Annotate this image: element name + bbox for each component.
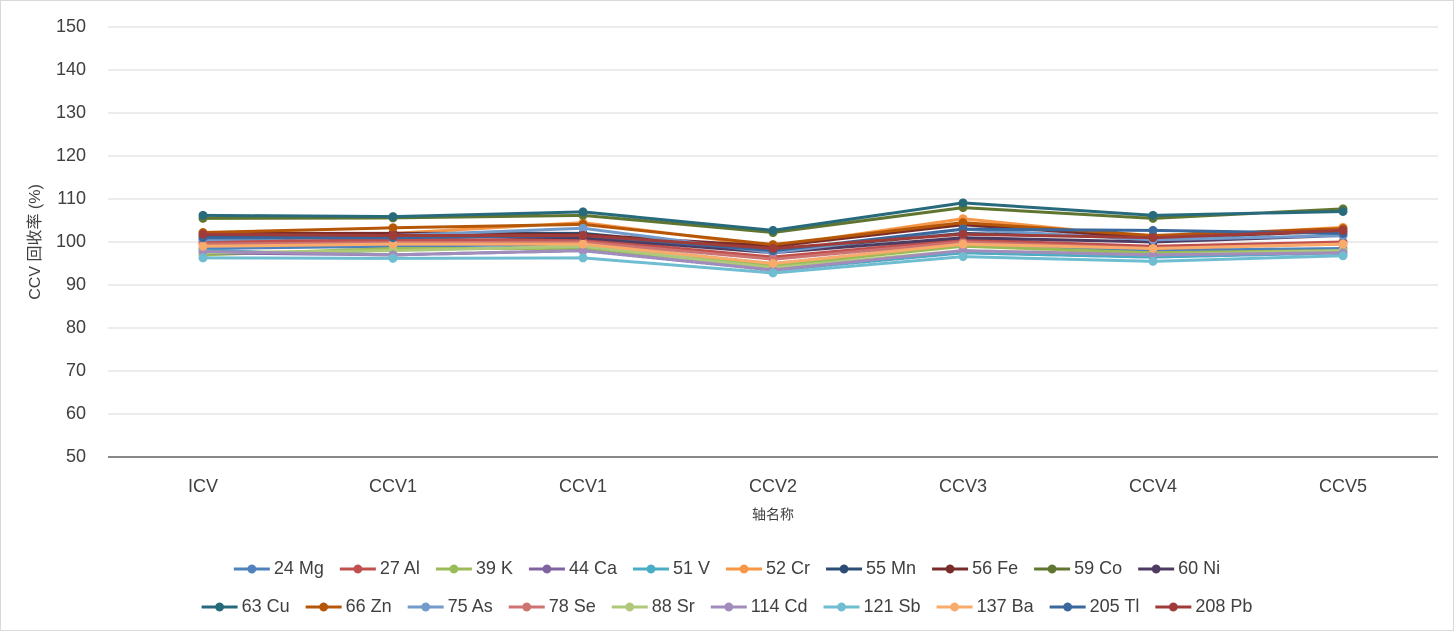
legend-marker <box>421 602 431 612</box>
legend-marker <box>646 564 656 574</box>
y-tick-label: 50 <box>66 446 86 466</box>
data-point <box>578 231 588 241</box>
data-point <box>958 229 968 239</box>
legend-marker <box>319 602 329 612</box>
data-point <box>578 246 588 256</box>
y-tick-label: 60 <box>66 403 86 423</box>
data-point <box>1148 250 1158 260</box>
legend-marker <box>945 564 955 574</box>
legend-label: 44 Ca <box>569 558 618 578</box>
legend-marker <box>1168 602 1178 612</box>
y-tick-label: 100 <box>56 231 86 251</box>
data-point <box>1338 239 1348 249</box>
legend-marker <box>522 602 532 612</box>
legend-label: 56 Fe <box>972 558 1018 578</box>
legend-marker <box>1063 602 1073 612</box>
legend-label: 66 Zn <box>346 596 392 616</box>
legend-marker <box>449 564 459 574</box>
x-tick-label: CCV4 <box>1129 476 1177 496</box>
legend-marker <box>739 564 749 574</box>
data-point <box>1338 206 1348 216</box>
data-point <box>1148 233 1158 243</box>
legend-label: 55 Mn <box>866 558 916 578</box>
legend-marker <box>625 602 635 612</box>
legend-marker <box>247 564 257 574</box>
legend-label: 208 Pb <box>1195 596 1252 616</box>
legend-label: 60 Ni <box>1178 558 1220 578</box>
legend-label: 78 Se <box>549 596 596 616</box>
legend-marker <box>1151 564 1161 574</box>
legend-marker <box>215 602 225 612</box>
legend-marker <box>353 564 363 574</box>
data-point <box>958 218 968 228</box>
data-point <box>388 253 398 263</box>
legend-marker <box>724 602 734 612</box>
legend-label: 114 Cd <box>751 596 808 616</box>
data-point <box>958 198 968 208</box>
legend-label: 88 Sr <box>652 596 695 616</box>
legend-label: 59 Co <box>1074 558 1122 578</box>
y-tick-label: 120 <box>56 145 86 165</box>
data-point <box>198 253 208 263</box>
x-tick-label: CCV3 <box>939 476 987 496</box>
data-point <box>768 225 778 235</box>
legend-marker <box>839 564 849 574</box>
data-point <box>198 210 208 220</box>
data-point <box>1148 225 1158 235</box>
legend-row: 24 Mg 27 Al 39 K 44 Ca 51 V 52 Cr 55 Mn 56 Fe 59… <box>233 558 1220 578</box>
data-point <box>388 231 398 241</box>
y-tick-label: 80 <box>66 317 86 337</box>
data-point <box>578 239 588 249</box>
data-point <box>768 259 778 268</box>
y-tick-label: 150 <box>56 16 86 36</box>
y-tick-label: 140 <box>56 59 86 79</box>
data-point <box>1148 243 1158 253</box>
legend-marker <box>542 564 552 574</box>
data-point <box>1338 225 1348 235</box>
legend-marker <box>950 602 960 612</box>
y-axis-title: CCV 回收率 (%) <box>26 184 44 300</box>
legend-marker <box>837 602 847 612</box>
x-tick-label: ICV <box>188 476 218 496</box>
legend-label: 52 Cr <box>766 558 810 578</box>
legend-row: 63 Cu 66 Zn 75 As 78 Se 88 Sr 114 Cd 121 Sb 137… <box>201 596 1252 616</box>
x-tick-label: CCV2 <box>749 476 797 496</box>
data-point <box>198 229 208 239</box>
legend-label: 27 Al <box>380 558 420 578</box>
data-point <box>768 268 778 278</box>
x-axis-title: 轴名称 <box>752 507 794 523</box>
data-point <box>198 241 208 251</box>
data-point <box>1338 251 1348 261</box>
legend-label: 205 Tl <box>1090 596 1140 616</box>
x-tick-label: CCV1 <box>559 476 607 496</box>
legend-label: 51 V <box>673 558 710 578</box>
y-tick-label: 110 <box>57 188 86 208</box>
x-tick-label: CCV5 <box>1319 476 1367 496</box>
y-tick-label: 130 <box>56 102 86 122</box>
data-point <box>388 212 398 222</box>
legend-label: 121 Sb <box>864 596 921 616</box>
data-point <box>578 253 588 263</box>
legend-label: 137 Ba <box>977 596 1035 616</box>
data-point <box>388 223 398 233</box>
legend-label: 24 Mg <box>274 558 324 578</box>
legend-label: 75 As <box>448 596 493 616</box>
legend-marker <box>1047 564 1057 574</box>
data-point <box>578 223 588 233</box>
data-point <box>958 252 968 262</box>
data-point <box>1148 256 1158 266</box>
data-point <box>1148 210 1158 220</box>
y-tick-label: 70 <box>66 360 86 380</box>
data-point <box>768 243 778 253</box>
data-point <box>578 207 588 217</box>
legend-label: 39 K <box>476 558 513 578</box>
data-point <box>958 239 968 249</box>
y-tick-label: 90 <box>66 274 86 294</box>
data-point <box>388 239 398 249</box>
legend-label: 63 Cu <box>242 596 290 616</box>
x-tick-label: CCV1 <box>369 476 417 496</box>
